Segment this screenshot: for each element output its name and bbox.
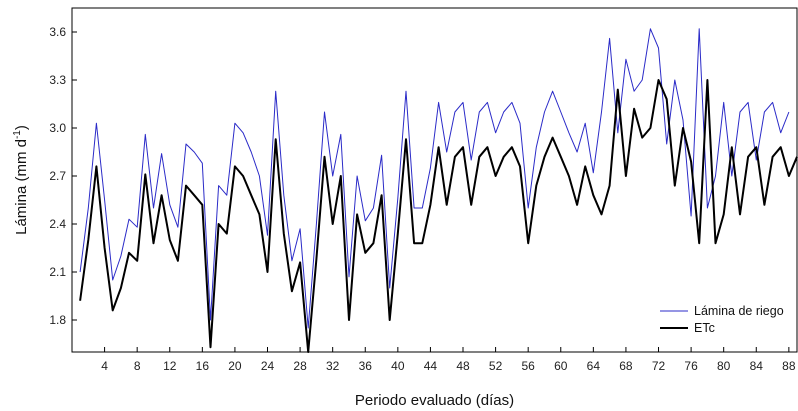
plot-frame — [71, 7, 798, 353]
x-tick-label: 20 — [228, 359, 242, 373]
y-axis-ticks: 1.8 2.1 2.4 2.7 3.0 3.3 3.6 — [49, 25, 77, 327]
y-tick-label: 2.4 — [49, 217, 66, 231]
y-tick-label: 2.1 — [49, 265, 66, 279]
y-tick-label: 3.0 — [49, 121, 66, 135]
x-tick-label: 68 — [619, 359, 633, 373]
x-tick-label: 12 — [163, 359, 177, 373]
x-tick-label: 88 — [782, 359, 796, 373]
y-tick-label: 3.6 — [49, 25, 66, 39]
y-tick-label: 1.8 — [49, 313, 66, 327]
legend: Lámina de riego ETc — [660, 304, 784, 335]
x-tick-label: 4 — [101, 359, 108, 373]
x-tick-label: 28 — [293, 359, 307, 373]
y-axis-title-main: Lámina (mm d — [13, 139, 30, 235]
x-tick-label: 60 — [554, 359, 568, 373]
x-tick-label: 84 — [750, 359, 764, 373]
plot-area: 4 8 12 16 20 24 28 32 36 40 44 48 52 56 60 64 68 72 76 80 84… — [49, 7, 798, 373]
y-axis-title: Lámina (mm d-1) — [12, 125, 30, 235]
x-tick-label: 16 — [196, 359, 210, 373]
x-tick-label: 64 — [587, 359, 601, 373]
x-tick-label: 36 — [359, 359, 373, 373]
y-tick-label: 2.7 — [49, 169, 66, 183]
x-tick-label: 24 — [261, 359, 275, 373]
legend-label: ETc — [694, 321, 715, 335]
x-tick-label: 72 — [652, 359, 666, 373]
series-layer — [79, 28, 798, 353]
series-line-etc — [79, 79, 798, 353]
x-tick-label: 40 — [391, 359, 405, 373]
x-tick-label: 8 — [134, 359, 141, 373]
y-axis-title-superscript: -1 — [12, 130, 23, 139]
x-tick-label: 52 — [489, 359, 503, 373]
x-tick-label: 80 — [717, 359, 731, 373]
x-tick-label: 32 — [326, 359, 340, 373]
y-axis-title-close: ) — [13, 125, 30, 130]
x-tick-label: 48 — [456, 359, 470, 373]
y-tick-label: 3.3 — [49, 73, 66, 87]
x-axis-title: Periodo evaluado (días) — [355, 392, 514, 409]
legend-label: Lámina de riego — [694, 304, 784, 318]
series-line-lamina-de-riego — [79, 28, 790, 329]
x-tick-label: 56 — [522, 359, 536, 373]
x-axis-ticks: 4 8 12 16 20 24 28 32 36 40 44 48 52 56 60 64 68 72 76 80 84… — [101, 347, 796, 373]
x-tick-label: 76 — [684, 359, 698, 373]
x-tick-label: 44 — [424, 359, 438, 373]
